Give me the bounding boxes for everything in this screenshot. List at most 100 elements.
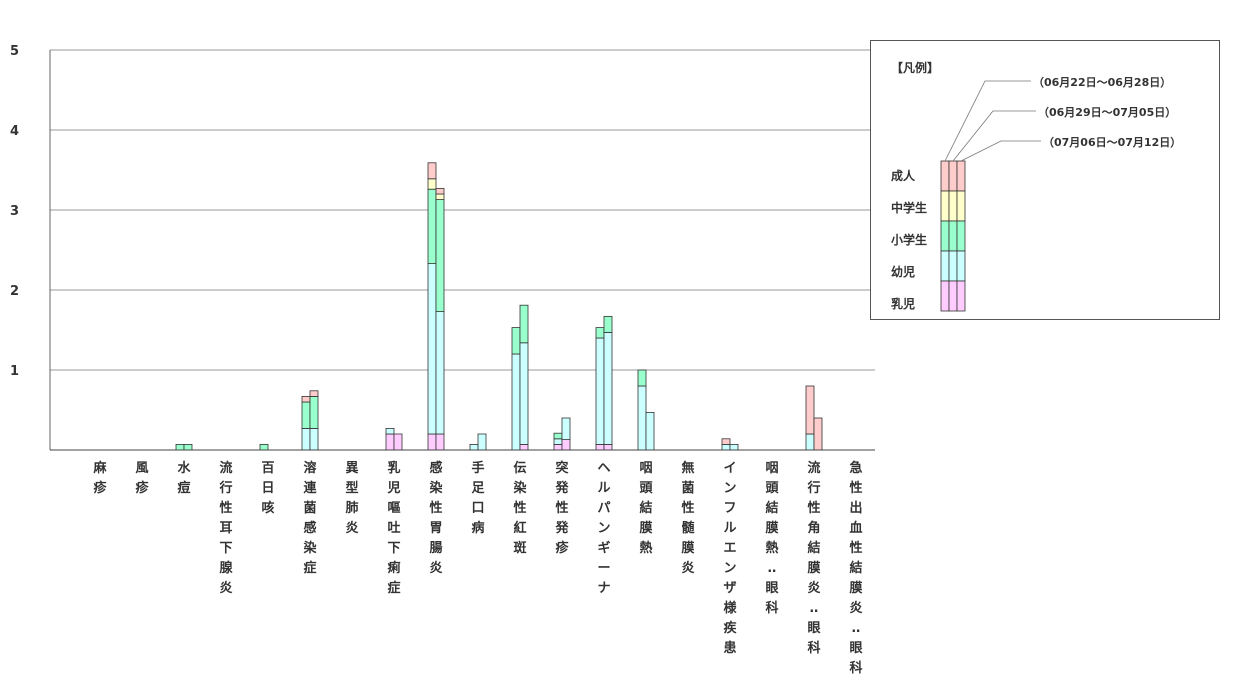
bar-segment	[553, 432, 563, 440]
bar-segment	[309, 395, 319, 429]
bar-segment	[301, 395, 311, 403]
bar-segment	[309, 390, 319, 397]
legend-label-adult: 成人	[891, 169, 916, 183]
bar-segment	[603, 443, 613, 451]
bar-segment	[561, 417, 571, 441]
legend-swatch	[940, 160, 950, 192]
legend-week-3: （07月06日～07月12日）	[1043, 136, 1182, 149]
bar-segment	[477, 433, 487, 451]
y-tick-label: 4	[10, 124, 19, 139]
category-label: 咽頭結膜熱‥眼科	[765, 461, 779, 616]
y-tick-label: 3	[10, 204, 19, 219]
bar-segment	[301, 401, 311, 429]
bar-segment	[301, 427, 311, 451]
bar-segment	[553, 443, 563, 451]
category-label: 伝染性紅斑	[512, 460, 527, 556]
bar-segment	[637, 369, 647, 387]
legend-swatch	[940, 220, 950, 252]
category-label: 流行性角結膜炎‥眼科	[806, 460, 821, 656]
legend-swatches	[940, 80, 1041, 312]
legend: 【凡例】 成人 中学生 小学生 幼児 乳児 （06月22日～06月28日） （0…	[870, 40, 1220, 320]
legend-label-preschool: 幼児	[891, 265, 916, 279]
bar-segment	[511, 353, 521, 451]
category-label: 突発性発疹	[554, 460, 569, 556]
category-label: 咽頭結膜熱	[639, 461, 653, 556]
bars	[175, 162, 823, 451]
legend-swatch	[956, 280, 966, 312]
category-label: 無菌性髄膜炎	[681, 460, 694, 576]
category-label: ヘルパンギーナ	[597, 461, 610, 596]
legend-swatch	[956, 250, 966, 282]
category-label: 麻疹	[92, 460, 107, 496]
bar-segment	[603, 315, 613, 333]
legend-leader-line	[944, 80, 1031, 162]
bar-segment	[175, 443, 185, 451]
bar-segment	[729, 443, 739, 451]
bar-segment	[385, 433, 395, 451]
bar-segment	[427, 433, 437, 451]
legend-swatch	[948, 280, 958, 312]
legend-label-infant: 乳児	[891, 297, 916, 311]
bar-segment	[259, 443, 269, 451]
bar-segment	[519, 342, 529, 445]
legend-swatch	[940, 190, 950, 222]
category-label: 乳児嘔吐下痢症	[386, 460, 400, 596]
legend-swatch	[948, 250, 958, 282]
category-label: 手足口病	[471, 460, 485, 536]
category-label: 水痘	[177, 460, 191, 496]
category-label: インフルエンザ様疾患	[723, 461, 737, 656]
bar-segment	[427, 162, 437, 180]
bar-segment	[385, 427, 395, 435]
legend-swatch	[940, 280, 950, 312]
bar-segment	[469, 443, 479, 451]
legend-swatch	[940, 250, 950, 282]
bar-segment	[435, 311, 445, 435]
legend-label-elementary: 小学生	[891, 233, 928, 247]
y-tick-label: 2	[10, 284, 19, 299]
legend-week-1: （06月22日～06月28日）	[1033, 76, 1172, 89]
legend-label-junior-high: 中学生	[891, 201, 928, 215]
legend-leader-line	[960, 140, 1041, 162]
bar-segment	[427, 178, 437, 190]
bar-segment	[813, 417, 823, 451]
bar-segment	[721, 438, 731, 445]
category-label: 異型肺炎	[345, 461, 358, 536]
legend-swatch	[956, 220, 966, 252]
bar-segment	[309, 427, 319, 451]
legend-week-2: （06月29日～07月05日）	[1038, 106, 1177, 119]
bar-segment	[435, 433, 445, 451]
bar-segment	[805, 433, 815, 451]
axes	[49, 50, 875, 451]
y-tick-labels: 1 2 3 4 5	[10, 44, 19, 379]
category-label: 溶連菌感染症	[302, 460, 317, 576]
bar-segment	[427, 188, 437, 264]
legend-swatch	[948, 160, 958, 192]
bar-segment	[183, 443, 193, 451]
bar-segment	[805, 385, 815, 435]
bar-segment	[637, 385, 647, 451]
bar-segment	[595, 337, 605, 445]
bar-segment	[435, 187, 445, 195]
legend-swatch	[956, 160, 966, 192]
category-label: 流行性耳下腺炎	[218, 460, 233, 596]
legend-swatch	[948, 190, 958, 222]
bar-segment	[595, 443, 605, 451]
bar-segment	[519, 443, 529, 451]
y-tick-label: 1	[10, 364, 19, 379]
bar-segment	[435, 199, 445, 313]
bar-segment	[427, 263, 437, 435]
legend-swatch	[956, 190, 966, 222]
bar-segment	[561, 439, 571, 451]
bar-segment	[645, 411, 655, 451]
bar-segment	[393, 433, 403, 451]
legend-swatch	[948, 220, 958, 252]
bar-segment	[511, 327, 521, 355]
bar-segment	[553, 438, 563, 445]
y-tick-label: 5	[10, 44, 19, 59]
bar-segment	[435, 193, 445, 200]
category-label: 風疹	[135, 461, 149, 496]
category-label: 急性出血性結膜炎‥眼科	[849, 460, 863, 676]
bar-segment	[721, 443, 731, 451]
